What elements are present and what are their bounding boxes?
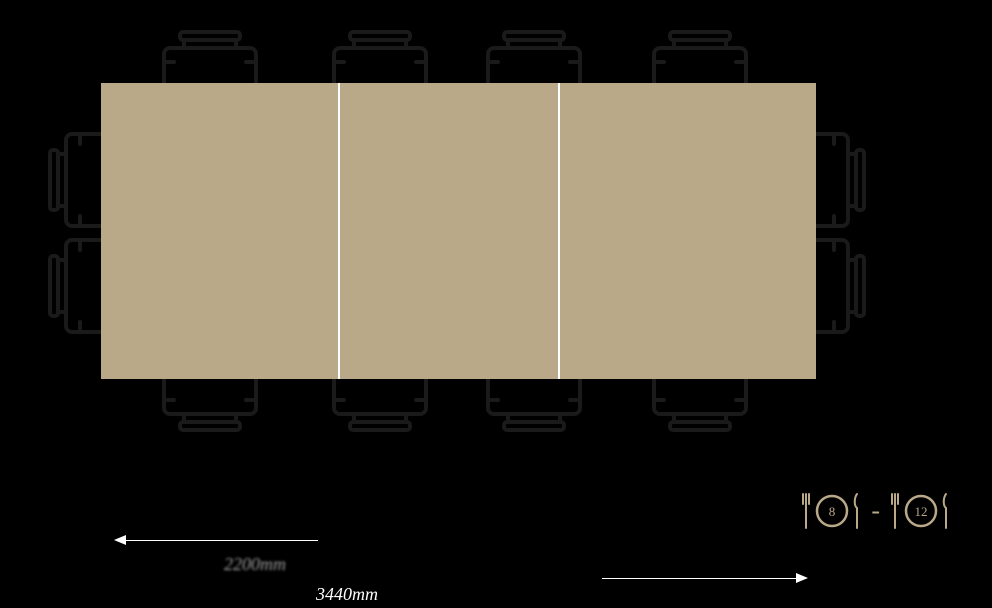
- dim-label-short: 2200mm: [224, 554, 286, 575]
- capacity-min: 8: [829, 504, 836, 519]
- dim-line-short: [124, 540, 318, 541]
- table-panel-3: [560, 83, 816, 379]
- chair-bottom-4: [650, 374, 750, 434]
- chair-right-1: [808, 130, 868, 230]
- chair-left-1: [46, 130, 106, 230]
- chair-bottom-1: [160, 374, 260, 434]
- dim-arrow-short: [114, 535, 126, 545]
- capacity-separator: -: [871, 496, 880, 526]
- chair-top-1: [160, 28, 260, 88]
- diagram-stage: 2200mm 3440mm 8 - 12: [0, 0, 992, 608]
- dim-line-long: [602, 578, 796, 579]
- chair-top-4: [650, 28, 750, 88]
- chair-bottom-3: [484, 374, 584, 434]
- table-panel-1: [101, 83, 340, 379]
- dim-arrow-long: [796, 573, 808, 583]
- chair-left-2: [46, 236, 106, 336]
- chair-bottom-2: [330, 374, 430, 434]
- chair-right-2: [808, 236, 868, 336]
- chair-top-3: [484, 28, 584, 88]
- place-setting-max-icon: 12: [890, 492, 950, 530]
- table-panel-2: [340, 83, 560, 379]
- seating-capacity: 8 - 12: [801, 492, 950, 530]
- place-setting-min-icon: 8: [801, 492, 861, 530]
- dim-label-long: 3440mm: [316, 584, 378, 605]
- capacity-max: 12: [915, 504, 928, 519]
- chair-top-2: [330, 28, 430, 88]
